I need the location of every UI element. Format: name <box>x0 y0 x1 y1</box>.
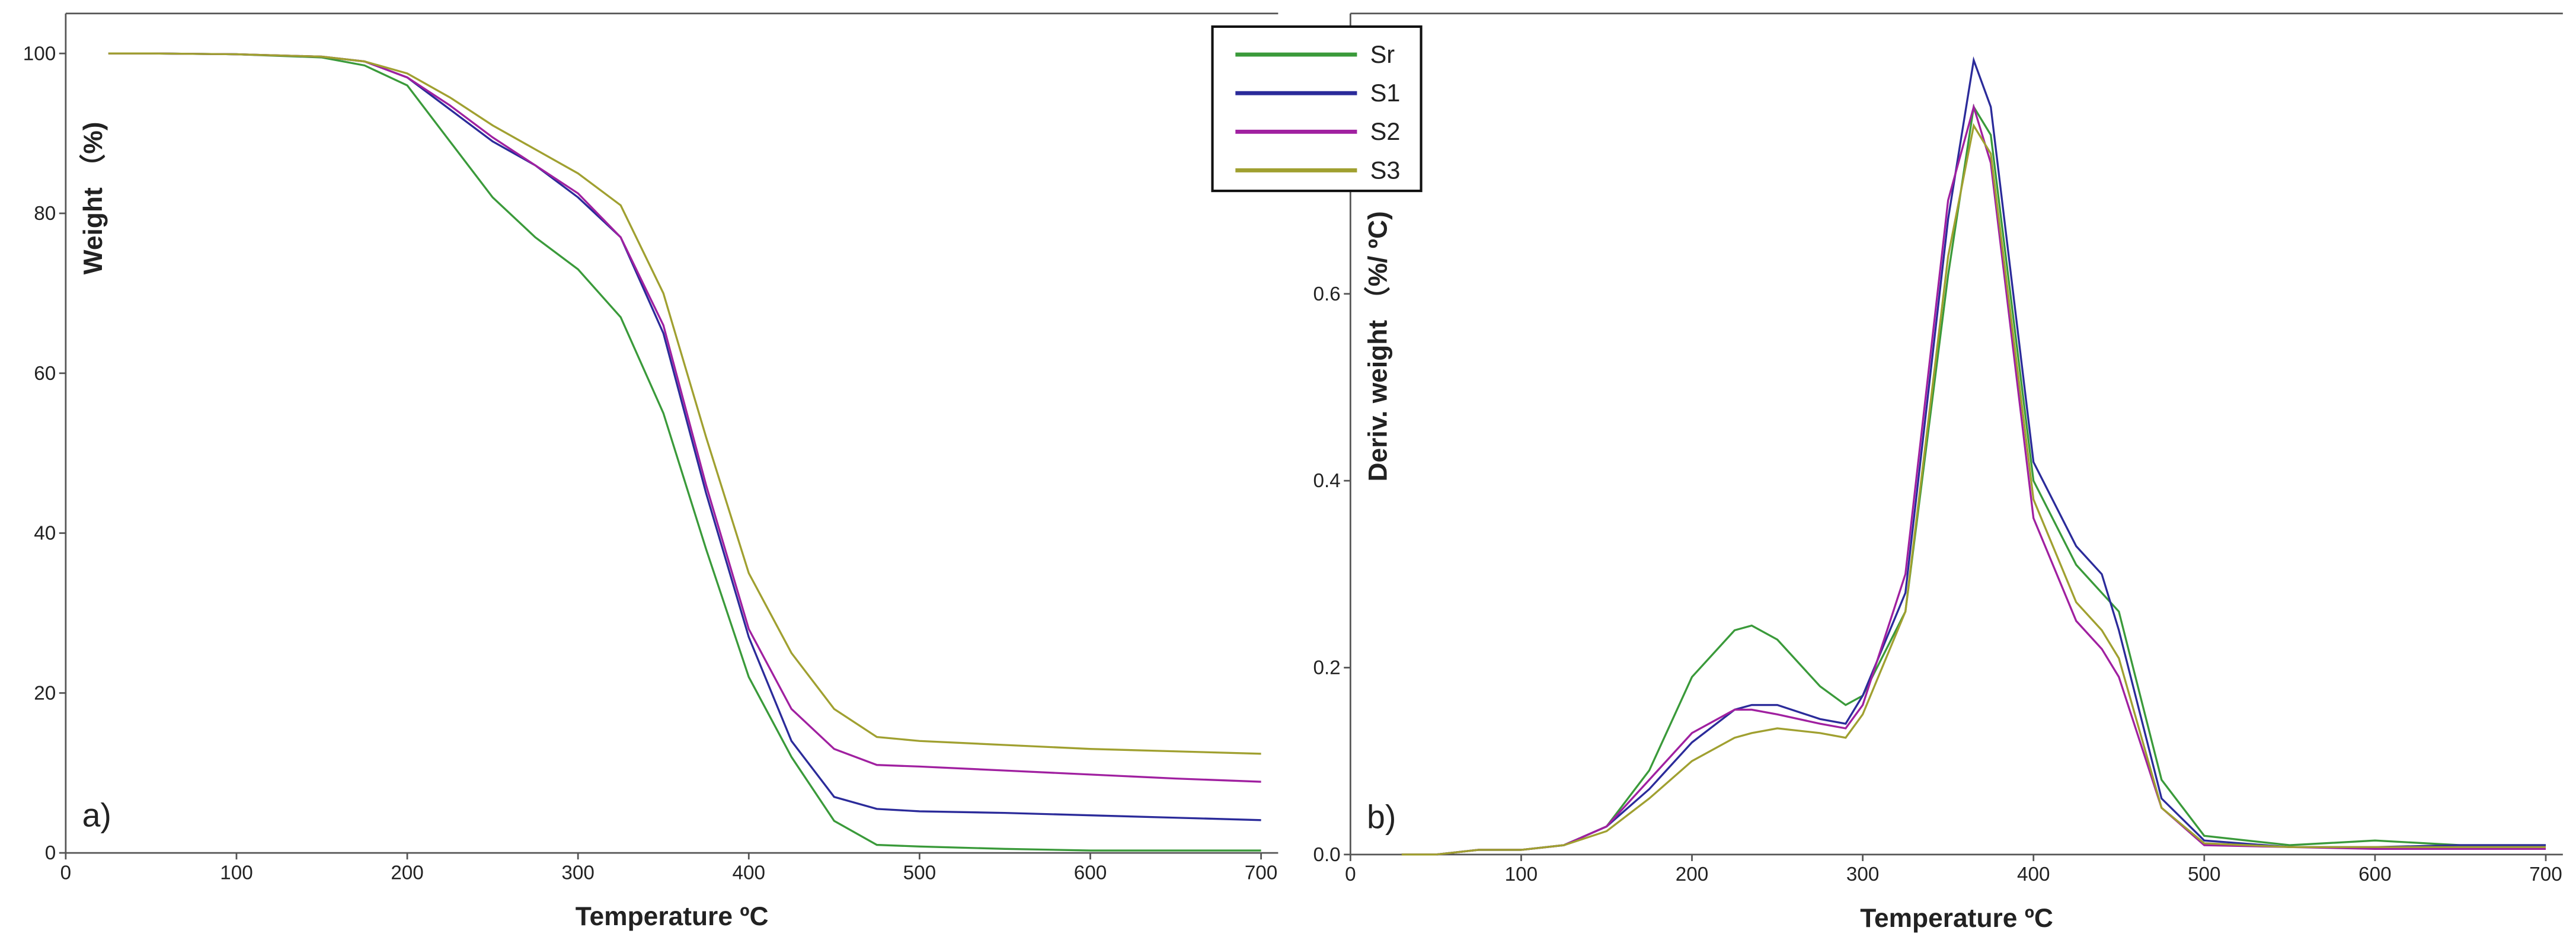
legend: Sr S1 S2 S3 <box>1211 25 1423 193</box>
x-tick-label: 400 <box>733 862 765 884</box>
y-tick-label: 0.4 <box>1313 470 1340 492</box>
x-tick-label: 200 <box>1676 864 1708 885</box>
y-tick-label: 80 <box>34 203 56 225</box>
x-tick-label: 700 <box>1245 862 1277 884</box>
y-tick-label: 0.2 <box>1313 657 1340 679</box>
x-tick-label: 0 <box>60 862 72 884</box>
legend-label: S3 <box>1370 156 1401 184</box>
y-tick-label: 40 <box>34 523 56 545</box>
series-line <box>108 52 1261 755</box>
legend-label: S1 <box>1370 79 1401 107</box>
x-tick-label: 200 <box>391 862 423 884</box>
legend-label: Sr <box>1370 40 1395 68</box>
x-axis-label: Temperature ºC <box>1860 904 2053 933</box>
x-tick-label: 600 <box>2358 864 2391 885</box>
x-tick-label: 0 <box>1345 864 1356 885</box>
panel-label: a) <box>82 797 111 834</box>
x-tick-label: 700 <box>2529 864 2562 885</box>
x-tick-label: 300 <box>561 862 594 884</box>
series-line <box>108 52 1261 821</box>
y-tick-label: 100 <box>23 43 56 65</box>
legend-label: S2 <box>1370 117 1401 145</box>
x-tick-label: 300 <box>1846 864 1879 885</box>
series-line <box>1401 123 2546 856</box>
series-line <box>1401 56 2546 856</box>
y-tick-label: 20 <box>34 682 56 704</box>
x-tick-label: 100 <box>220 862 253 884</box>
y-tick-label: 0 <box>45 842 56 864</box>
series-line <box>108 52 1261 783</box>
y-axis-label: Weight （%) <box>79 121 108 274</box>
series-line <box>1401 103 2546 856</box>
x-tick-label: 400 <box>2017 864 2050 885</box>
series-line <box>1401 104 2546 856</box>
y-tick-label: 0.0 <box>1313 844 1340 866</box>
panel-label: b) <box>1367 798 1396 835</box>
y-tick-label: 60 <box>34 363 56 385</box>
x-axis-label: Temperature ºC <box>576 902 769 931</box>
series-line <box>108 52 1261 852</box>
y-tick-label: 0.6 <box>1313 283 1340 305</box>
x-tick-label: 600 <box>1074 862 1107 884</box>
x-tick-label: 500 <box>2188 864 2220 885</box>
x-tick-label: 100 <box>1505 864 1538 885</box>
y-axis-label: Deriv. weight （%/ ºC) <box>1363 211 1392 481</box>
x-tick-label: 500 <box>903 862 936 884</box>
